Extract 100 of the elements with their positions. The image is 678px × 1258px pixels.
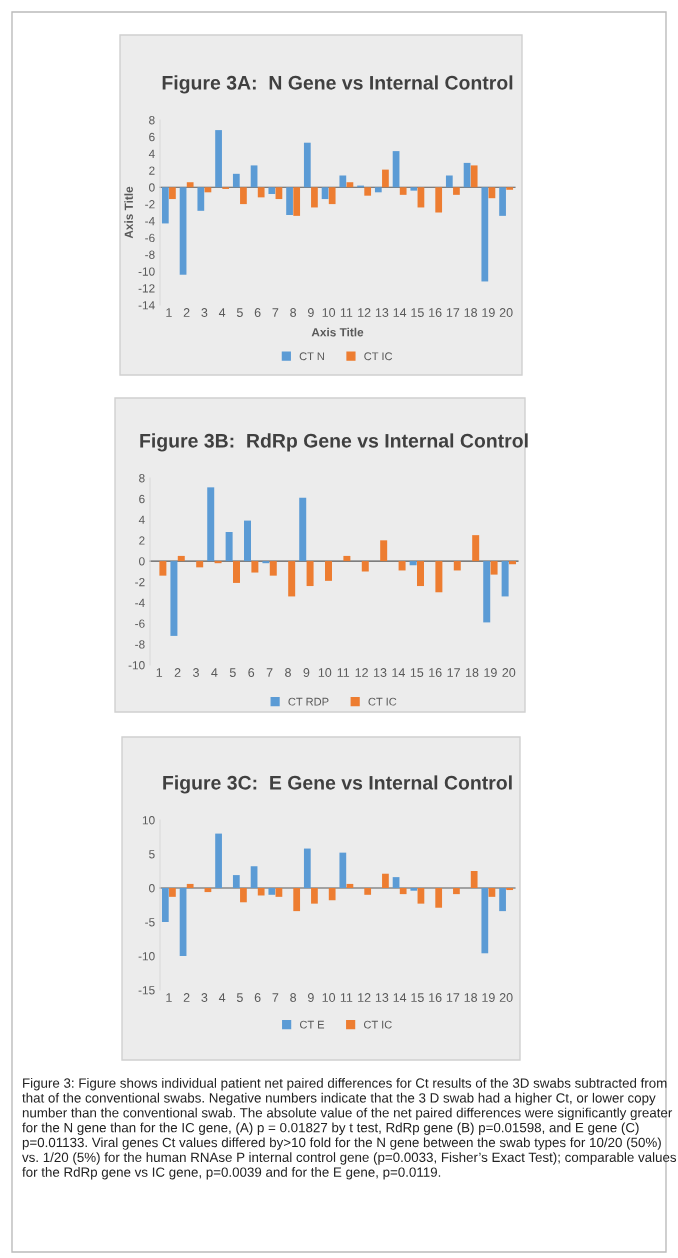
y-tick-label: -5 <box>145 918 155 927</box>
x-tick-label: 12 <box>358 993 371 1002</box>
x-tick-label: 17 <box>446 308 460 317</box>
x-tick-label: 3 <box>193 668 199 677</box>
bar <box>232 561 240 583</box>
bar <box>364 888 372 895</box>
bar <box>435 888 443 908</box>
x-tick-label: 10 <box>318 668 332 677</box>
bar <box>207 487 215 562</box>
bar <box>215 833 222 888</box>
y-tick-label: 2 <box>149 166 155 175</box>
chart-title: Figure 3A: N Gene vs Internal Control <box>162 75 513 94</box>
bar <box>445 175 453 188</box>
bar <box>303 848 311 888</box>
x-tick-label: 13 <box>374 668 387 677</box>
y-tick-label: 8 <box>149 116 155 125</box>
bar <box>232 875 240 888</box>
legend-label: CT IC <box>364 352 393 361</box>
y-tick-label: -14 <box>138 301 155 310</box>
x-tick-label: 11 <box>337 668 350 677</box>
bar <box>472 535 480 562</box>
y-tick-label: -2 <box>145 200 155 209</box>
bar <box>361 561 369 572</box>
bar <box>306 561 314 587</box>
bar <box>481 187 489 282</box>
bar <box>409 561 417 566</box>
x-tick-label: 1 <box>166 308 172 317</box>
legend-label: CT IC <box>363 1020 392 1029</box>
x-tick-label: 3 <box>201 993 208 1002</box>
bar <box>435 187 443 213</box>
bar <box>453 561 461 571</box>
x-tick-label: 2 <box>183 993 190 1002</box>
x-tick-label: 6 <box>254 993 261 1002</box>
bar <box>417 888 425 904</box>
x-tick-label: 1 <box>166 993 172 1002</box>
bar <box>506 888 514 891</box>
bar <box>453 888 460 895</box>
bar <box>488 888 496 897</box>
y-tick-label: 0 <box>149 884 155 893</box>
bar <box>311 888 318 904</box>
bar <box>508 561 516 565</box>
x-tick-label: 19 <box>482 308 495 317</box>
bar <box>499 187 506 216</box>
bar <box>177 555 185 562</box>
x-tick-label: 10 <box>322 308 336 317</box>
x-tick-label: 10 <box>322 993 336 1002</box>
x-tick-label: 16 <box>429 993 442 1002</box>
bar <box>169 888 176 897</box>
x-tick-label: 1 <box>156 668 163 677</box>
x-tick-label: 7 <box>272 993 279 1002</box>
x-tick-label: 16 <box>429 308 442 317</box>
x-tick-label: 6 <box>248 668 255 677</box>
bar <box>416 561 424 587</box>
y-tick-label: 6 <box>149 132 155 142</box>
x-tick-label: 12 <box>358 308 371 317</box>
bar <box>481 888 489 954</box>
x-tick-label: 13 <box>375 308 389 317</box>
x-tick-label: 3 <box>201 308 208 317</box>
y-tick-label: -6 <box>135 619 145 628</box>
x-tick-label: 11 <box>340 993 353 1002</box>
bar <box>382 873 389 888</box>
bar <box>506 187 514 190</box>
x-tick-label: 18 <box>464 308 478 317</box>
bar <box>328 187 336 205</box>
bar <box>470 165 478 188</box>
bar <box>197 187 205 211</box>
legend-label: CT N <box>299 352 324 361</box>
x-tick-label: 11 <box>340 308 353 317</box>
x-tick-label: 4 <box>218 308 226 317</box>
bar <box>324 561 332 581</box>
bar <box>196 561 204 568</box>
bar <box>339 852 347 888</box>
y-tick-label: 10 <box>142 816 155 825</box>
y-tick-label: 4 <box>148 149 155 158</box>
y-tick-label: -8 <box>135 640 145 649</box>
y-tick-label: -2 <box>135 577 145 587</box>
x-tick-label: 9 <box>303 668 310 677</box>
bar <box>240 888 247 903</box>
x-tick-label: 9 <box>307 993 314 1002</box>
bar <box>186 182 194 188</box>
bar <box>483 561 491 623</box>
x-tick-label: 4 <box>218 993 226 1002</box>
bar <box>286 187 293 216</box>
x-tick-label: 5 <box>236 308 243 317</box>
x-tick-label: 19 <box>482 993 495 1002</box>
bar <box>380 540 388 562</box>
bar <box>257 187 265 198</box>
x-tick-label: 17 <box>446 993 460 1002</box>
x-tick-label: 20 <box>499 308 513 317</box>
bar <box>251 561 259 573</box>
y-tick-label: -10 <box>138 952 155 961</box>
x-tick-label: 4 <box>211 668 218 677</box>
bar <box>214 561 222 564</box>
bar <box>364 187 372 196</box>
legend-label: CT RDP <box>288 697 329 706</box>
bar <box>399 888 407 895</box>
bar <box>232 173 240 188</box>
x-tick-label: 13 <box>375 993 389 1002</box>
bar <box>410 888 418 891</box>
x-tick-label: 14 <box>392 668 405 677</box>
